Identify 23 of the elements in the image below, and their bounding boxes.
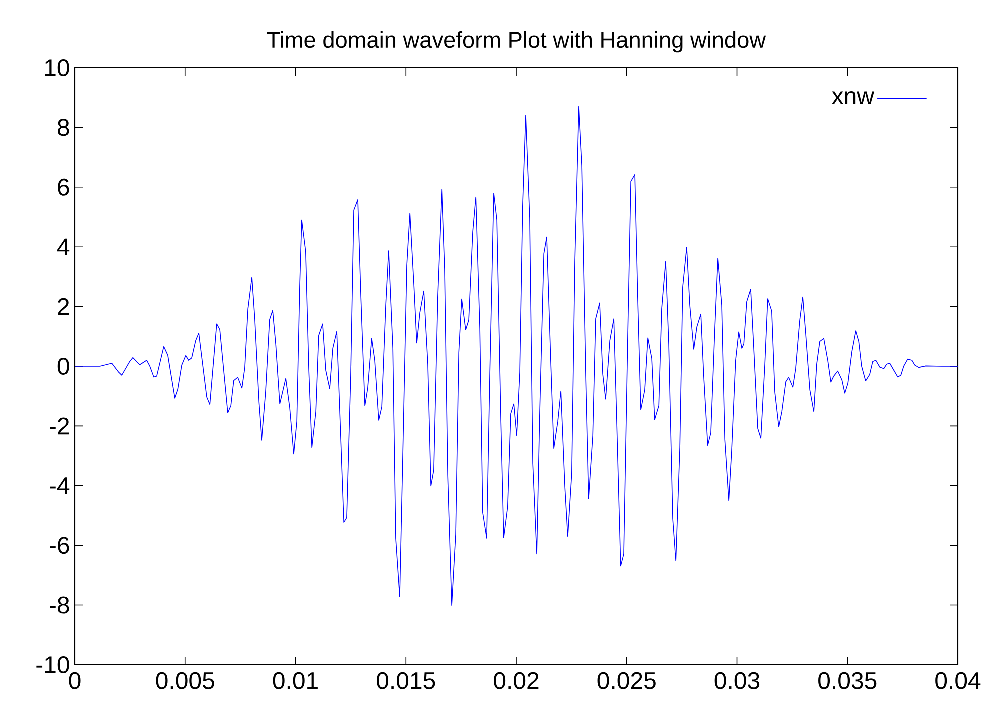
y-tick-label: 0 [58, 358, 70, 375]
x-tick-label: 0.015 [377, 672, 436, 690]
y-tick-label: -6 [50, 537, 70, 554]
legend-label: xnw [832, 91, 875, 104]
y-tick-label: 6 [58, 178, 70, 196]
y-tick-label: -10 [36, 656, 70, 674]
chart-title: Time domain waveform Plot with Hanning window [267, 31, 766, 53]
x-tick-label: 0.03 [714, 672, 760, 690]
x-tick-label: 0.005 [156, 672, 214, 690]
x-tick-label: 0.01 [273, 672, 318, 690]
y-tick-label: 2 [58, 298, 70, 316]
x-tick-label: 0 [69, 672, 81, 690]
x-tick-label: 0.035 [818, 672, 877, 690]
x-tick-label: 0.04 [936, 672, 981, 690]
y-tick-label: 10 [45, 59, 70, 76]
y-tick-label: -2 [50, 418, 70, 435]
line-series [75, 106, 958, 606]
y-tick-label: -4 [50, 478, 70, 494]
y-tick-label: 4 [57, 238, 70, 256]
y-tick-label: -8 [50, 596, 70, 614]
x-tick-label: 0.025 [598, 672, 656, 690]
x-tick-label: 0.02 [494, 672, 539, 690]
y-tick-label: 8 [58, 119, 70, 136]
